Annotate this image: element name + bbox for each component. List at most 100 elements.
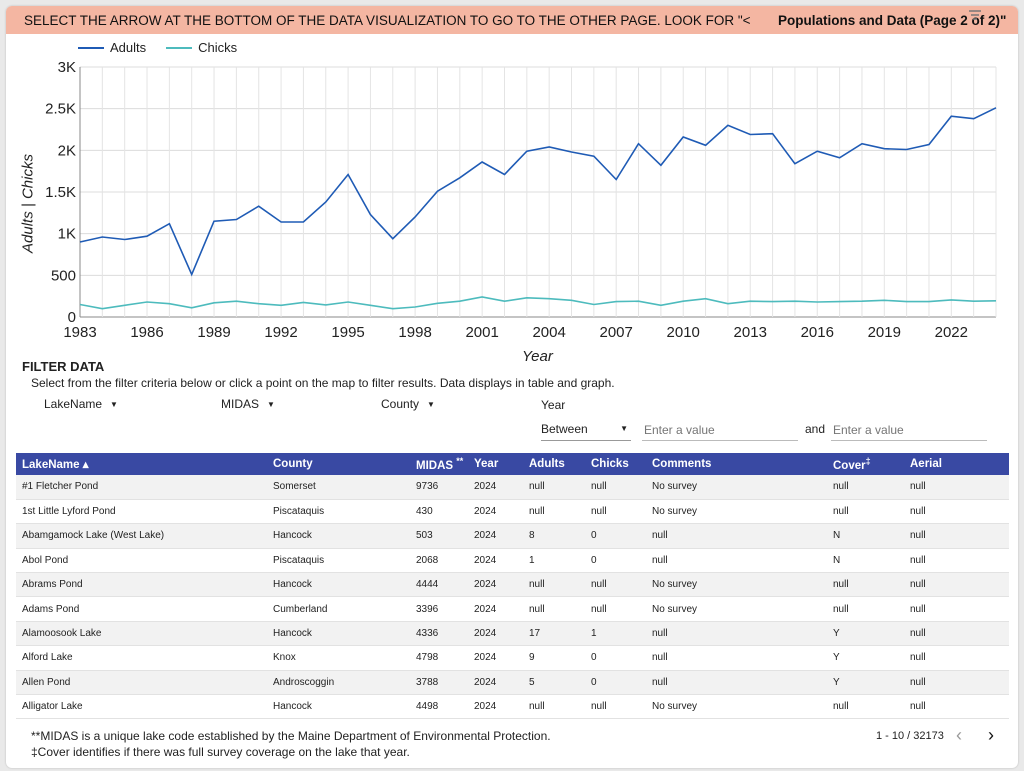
cell-midas: 3396	[416, 603, 439, 615]
and-label: and	[805, 422, 826, 436]
cell-midas: 4798	[416, 652, 439, 664]
x-tick-label: 1992	[264, 324, 297, 341]
county-filter-label: County	[381, 397, 420, 411]
cell-cover: null	[833, 603, 849, 615]
column-header-cover[interactable]: Cover‡	[827, 453, 904, 475]
chevron-down-icon: ▼	[267, 400, 275, 410]
x-tick-label: 1986	[130, 324, 163, 341]
previous-page-button[interactable]: ‹	[956, 725, 962, 745]
x-tick-label: 2010	[667, 324, 700, 341]
cell-comments: null	[652, 530, 668, 542]
cell-year: 2024	[474, 506, 497, 518]
legend-swatch-chicks	[166, 46, 193, 49]
cell-lakename: 1st Little Lyford Pond	[22, 506, 116, 518]
column-header-midas[interactable]: MIDAS **	[410, 453, 468, 475]
table-row[interactable]: Adams Pond Cumberland 3396 2024 null null No s…	[16, 596, 1009, 622]
column-header-comments[interactable]: Comments	[646, 453, 827, 475]
cell-county: Piscataquis	[273, 506, 325, 518]
table-row[interactable]: Abamgamock Lake (West Lake) Hancock 503 202…	[16, 523, 1009, 549]
table-row[interactable]: Abrams Pond Hancock 4444 2024 null null No sur…	[16, 572, 1009, 597]
cover-footnote: ‡Cover identifies if there was full surv…	[31, 745, 410, 759]
column-header-aerial[interactable]: Aerial	[904, 453, 1009, 475]
cell-county: Somerset	[273, 481, 316, 493]
population-line-chart[interactable]: 0 500 1K 1.5K 2K 2.5K 3K 1983 1986 1989 1992 1995 19…	[0, 50, 1024, 350]
cell-chicks: 0	[591, 676, 597, 688]
cell-midas: 4336	[416, 628, 439, 640]
cell-year: 2024	[474, 481, 497, 493]
cell-county: Piscataquis	[273, 554, 325, 566]
x-tick-label: 2004	[532, 324, 565, 341]
pagination-range: 1 - 10 / 32173	[876, 730, 944, 742]
cell-lakename: Abamgamock Lake (West Lake)	[22, 530, 165, 542]
table-row[interactable]: Alligator Lake Hancock 4498 2024 null null No …	[16, 694, 1009, 719]
y-tick-label: 1K	[58, 226, 76, 243]
midas-filter-label: MIDAS	[221, 397, 260, 411]
cell-lakename: Abol Pond	[22, 554, 69, 566]
cell-cover: N	[833, 530, 841, 542]
year-from-input[interactable]	[642, 420, 798, 441]
cell-midas: 4498	[416, 701, 439, 713]
cell-adults: 5	[529, 676, 535, 688]
filter-menu-icon[interactable]	[968, 8, 982, 26]
column-header-lakename[interactable]: LakeName ▴	[16, 453, 267, 475]
x-tick-label: 2022	[935, 324, 968, 341]
table-body: #1 Fletcher Pond Somerset 9736 2024 null null…	[16, 475, 1009, 719]
y-tick-label: 1.5K	[45, 184, 76, 201]
x-axis-title: Year	[522, 348, 553, 365]
cell-year: 2024	[474, 579, 497, 591]
cell-cover: Y	[833, 676, 840, 688]
cell-cover: null	[833, 506, 849, 518]
cell-chicks: 0	[591, 554, 597, 566]
cell-comments: No survey	[652, 701, 698, 713]
cell-comments: No survey	[652, 506, 698, 518]
year-operator-select[interactable]: Between ▼	[541, 420, 631, 441]
column-header-adults[interactable]: Adults	[523, 453, 585, 475]
cell-adults: null	[529, 603, 545, 615]
cell-year: 2024	[474, 530, 497, 542]
year-operator-value: Between	[541, 422, 588, 436]
column-header-aerial-label: Aerial	[910, 458, 942, 470]
cell-county: Hancock	[273, 530, 312, 542]
cell-year: 2024	[474, 554, 497, 566]
table-row[interactable]: #1 Fletcher Pond Somerset 9736 2024 null null…	[16, 475, 1009, 500]
filter-description: Select from the filter criteria below or…	[31, 376, 615, 390]
cell-year: 2024	[474, 652, 497, 664]
year-to-input[interactable]	[831, 420, 987, 441]
column-header-year[interactable]: Year	[468, 453, 523, 475]
cell-aerial: null	[910, 652, 926, 664]
cell-lakename: Alamoosook Lake	[22, 628, 102, 640]
cell-chicks: 0	[591, 652, 597, 664]
cell-chicks: null	[591, 506, 607, 518]
midas-filter-dropdown[interactable]: MIDAS ▼	[221, 397, 275, 411]
series-line-adults	[79, 107, 997, 277]
table-row[interactable]: 1st Little Lyford Pond Piscataquis 430 2024…	[16, 499, 1009, 524]
cell-aerial: null	[910, 628, 926, 640]
cell-midas: 430	[416, 506, 433, 518]
column-header-county[interactable]: County	[267, 453, 410, 475]
next-page-button[interactable]: ›	[988, 725, 994, 745]
column-header-chicks[interactable]: Chicks	[585, 453, 646, 475]
column-header-cover-label: Cover	[833, 459, 866, 472]
instruction-banner: SELECT THE ARROW AT THE BOTTOM OF THE DA…	[6, 6, 1018, 34]
county-filter-dropdown[interactable]: County ▼	[381, 397, 435, 411]
y-tick-label: 0	[68, 309, 76, 326]
cell-comments: No survey	[652, 603, 698, 615]
cell-county: Hancock	[273, 628, 312, 640]
cell-year: 2024	[474, 603, 497, 615]
chevron-down-icon: ▼	[620, 424, 628, 433]
x-tick-label: 2007	[600, 324, 633, 341]
legend-item-adults[interactable]: Adults	[78, 40, 146, 55]
midas-footnote: **MIDAS is a unique lake code establishe…	[31, 729, 551, 743]
cell-midas: 503	[416, 530, 433, 542]
legend-item-chicks[interactable]: Chicks	[166, 40, 237, 55]
cell-midas: 4444	[416, 579, 439, 591]
column-header-adults-label: Adults	[529, 458, 565, 470]
chart-legend: Adults Chicks	[78, 40, 237, 55]
x-tick-label: 2001	[465, 324, 498, 341]
lakename-filter-dropdown[interactable]: LakeName ▼	[44, 397, 118, 411]
page-title: Populations and Data (Page 2 of 2)"	[770, 13, 1018, 28]
